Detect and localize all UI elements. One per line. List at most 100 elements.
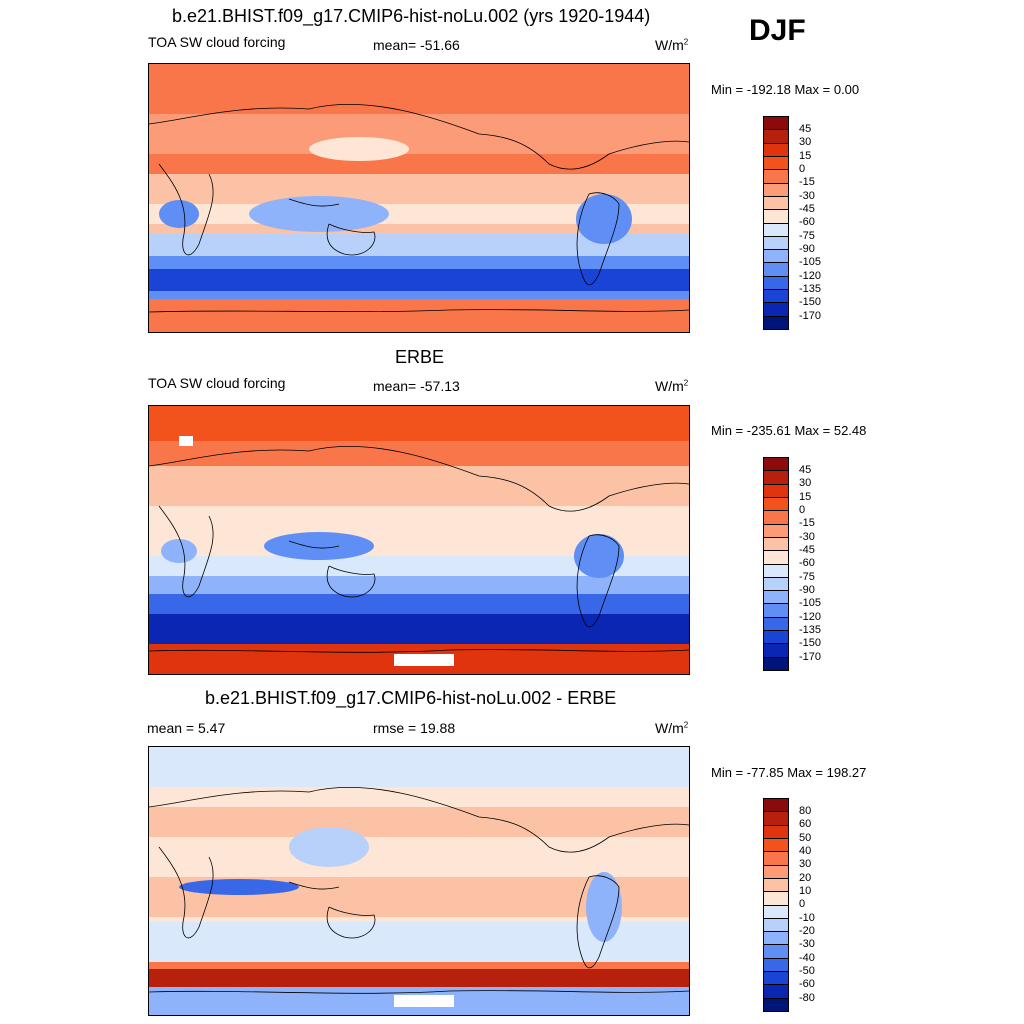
panel1-colorbar-label: -60	[799, 216, 815, 228]
map3-andes	[586, 872, 622, 942]
map1-coast-north	[149, 103, 689, 170]
colorbar-swatch	[763, 957, 789, 973]
panel2-colorbar-label: -105	[799, 597, 822, 609]
map3-coast-africa	[158, 846, 214, 939]
map1-band-north	[149, 114, 689, 154]
panel1-colorbar-label: 0	[799, 163, 806, 175]
map1-coastlines	[149, 103, 689, 313]
panel3-colorbar-label: 80	[799, 805, 812, 817]
colorbar-swatch	[763, 563, 789, 578]
panel3-colorbar: 80 60 50 40 30 20 10 0 -10 -20 -30 -40 -…	[763, 798, 815, 1012]
colorbar-swatch	[763, 550, 789, 565]
panel1-colorbar-label: 15	[799, 150, 812, 162]
panel2-colorbar-label: -75	[799, 571, 815, 583]
panel1-colorbar: 45 30 15 0 -15 -30 -45 -60 -75 -90 -105 …	[763, 116, 821, 330]
panel2-map-svg	[149, 406, 689, 674]
colorbar-swatch	[763, 302, 789, 317]
panel3-title: b.e21.BHIST.f09_g17.CMIP6-hist-noLu.002 …	[205, 688, 617, 708]
colorbar-swatch	[763, 576, 789, 592]
panel3-mean: mean = 5.47	[147, 720, 226, 736]
season-label: DJF	[749, 14, 806, 47]
panel1-colorbar-label: -30	[799, 190, 815, 202]
map2-band-south2	[149, 576, 689, 596]
panel3-rmse: rmse = 19.88	[373, 720, 456, 736]
map1-band-antarctic	[149, 299, 689, 332]
panel1-title: b.e21.BHIST.f09_g17.CMIP6-hist-noLu.002 …	[172, 6, 651, 26]
map3-band-south2	[149, 962, 689, 972]
map2-coast-indonesia	[288, 540, 340, 549]
map1-coast-africa	[158, 163, 214, 256]
panel1-left-label: TOA SW cloud forcing	[148, 34, 286, 50]
panel1-colorbar-label: -170	[799, 310, 822, 322]
map2-band-arctic	[149, 406, 689, 441]
colorbar-swatch	[763, 262, 789, 277]
panel1-colorbar-label: -15	[799, 176, 815, 188]
colorbar-swatch	[763, 182, 789, 197]
colorbar-swatch	[763, 235, 789, 251]
panel1-colorbar-label: -120	[799, 270, 822, 282]
colorbar-swatch	[763, 315, 789, 330]
map1-amazon	[576, 194, 632, 244]
map2-coast-north	[149, 445, 689, 512]
map3-band-north	[149, 807, 689, 837]
map3-band-arctic	[149, 747, 689, 787]
colorbar-swatch	[763, 289, 789, 304]
map2-missing-ross	[394, 654, 454, 666]
panel3-units: W/m2	[655, 720, 689, 736]
colorbar-swatch	[763, 837, 789, 853]
map1-china-band	[309, 137, 409, 161]
map3-missing-ross	[394, 995, 454, 1007]
map1-coast-australia	[326, 223, 376, 256]
colorbar-swatch	[763, 851, 789, 866]
colorbar-swatch	[763, 904, 789, 919]
map2-amazon	[574, 534, 624, 578]
colorbar-swatch	[763, 630, 789, 645]
panel2-left-label: TOA SW cloud forcing	[148, 375, 286, 391]
panel2-colorbar-label: -170	[799, 651, 822, 663]
map3-coast-indonesia	[288, 881, 340, 890]
panel3-colorbar-label: -80	[799, 992, 815, 1004]
map1-coast-indonesia	[288, 198, 340, 207]
colorbar-swatch	[763, 997, 789, 1012]
panel1-map	[148, 63, 690, 333]
panel2-colorbar-label: 45	[799, 464, 812, 476]
colorbar-swatch	[763, 457, 789, 472]
colorbar-swatch	[763, 116, 789, 131]
map2-band-south4	[149, 614, 689, 644]
panel1-colorbar-label: 45	[799, 123, 812, 135]
panel3-colorbar-label: 10	[799, 885, 812, 897]
panel3-minmax: Min = -77.85 Max = 198.27	[711, 765, 867, 780]
colorbar-swatch	[763, 129, 789, 144]
panel3-colorbar-label: -30	[799, 938, 815, 950]
panel3-map-svg	[149, 747, 689, 1015]
colorbar-swatch	[763, 249, 789, 264]
colorbar-swatch	[763, 169, 789, 184]
panel3-colorbar-label: -50	[799, 965, 815, 977]
colorbar-swatch	[763, 798, 789, 813]
map3-coast-north	[149, 786, 689, 853]
panel2-mean: mean= -57.13	[373, 378, 460, 394]
panel1-mean: mean= -51.66	[373, 37, 460, 53]
colorbar-swatch	[763, 931, 789, 946]
panel2-colorbar-label: -45	[799, 544, 815, 556]
colorbar-swatch	[763, 209, 789, 224]
colorbar-swatch	[763, 944, 789, 959]
panel2-colorbar-label: -135	[799, 624, 822, 636]
panel1-colorbar-label: -135	[799, 283, 822, 295]
panel3-colorbar-label: -60	[799, 978, 815, 990]
panel2-units: W/m2	[655, 378, 689, 394]
panel3-colorbar-label: 40	[799, 845, 812, 857]
map2-warmpool	[264, 532, 374, 560]
colorbar-swatch	[763, 811, 789, 826]
colorbar-swatch	[763, 616, 789, 632]
map2-missing-greenland	[179, 436, 193, 446]
map3-westpac	[289, 827, 369, 867]
panel1-units: W/m2	[655, 37, 689, 53]
map1-band-south3	[149, 269, 689, 291]
map2-coast-antarctica	[149, 649, 689, 653]
map3-indian-ocean	[179, 879, 299, 895]
panel2-map	[148, 405, 690, 675]
colorbar-swatch	[763, 917, 789, 933]
colorbar-swatch	[763, 142, 789, 157]
colorbar-swatch	[763, 656, 789, 671]
